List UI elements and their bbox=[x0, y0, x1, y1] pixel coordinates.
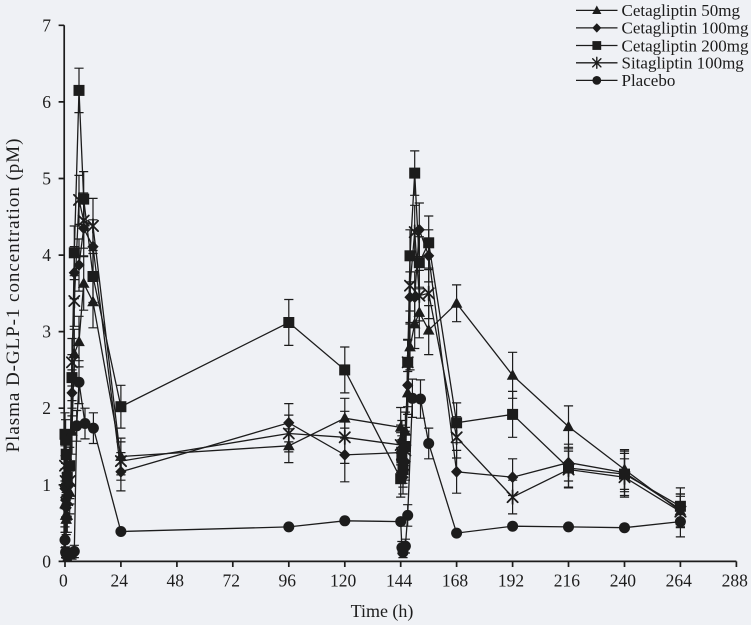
svg-text:3: 3 bbox=[42, 322, 51, 342]
svg-text:Cetagliptin 100mg: Cetagliptin 100mg bbox=[622, 19, 750, 38]
svg-text:240: 240 bbox=[610, 571, 637, 591]
svg-text:192: 192 bbox=[498, 571, 524, 591]
svg-text:Placebo: Placebo bbox=[622, 71, 676, 90]
svg-text:96: 96 bbox=[278, 571, 296, 591]
svg-text:0: 0 bbox=[42, 551, 51, 571]
svg-text:Cetagliptin 50mg: Cetagliptin 50mg bbox=[622, 1, 741, 20]
svg-text:6: 6 bbox=[42, 92, 51, 112]
svg-text:2: 2 bbox=[42, 398, 51, 418]
svg-text:168: 168 bbox=[442, 571, 469, 591]
svg-text:Time (h): Time (h) bbox=[351, 601, 414, 622]
svg-text:7: 7 bbox=[42, 15, 51, 35]
svg-text:24: 24 bbox=[111, 571, 129, 591]
svg-text:5: 5 bbox=[42, 169, 51, 189]
svg-text:264: 264 bbox=[666, 571, 693, 591]
svg-text:1: 1 bbox=[42, 475, 51, 495]
svg-text:288: 288 bbox=[722, 571, 749, 591]
svg-text:72: 72 bbox=[222, 571, 240, 591]
svg-text:Sitagliptin 100mg: Sitagliptin 100mg bbox=[622, 54, 745, 73]
svg-text:4: 4 bbox=[42, 245, 51, 265]
svg-text:Cetagliptin 200mg: Cetagliptin 200mg bbox=[622, 36, 750, 55]
svg-text:0: 0 bbox=[59, 571, 68, 591]
svg-text:216: 216 bbox=[554, 571, 581, 591]
svg-text:48: 48 bbox=[167, 571, 185, 591]
svg-text:Plasma D-GLP-1 concentration (: Plasma D-GLP-1 concentration (pM) bbox=[3, 138, 24, 453]
svg-text:120: 120 bbox=[330, 571, 357, 591]
svg-text:144: 144 bbox=[386, 571, 413, 591]
